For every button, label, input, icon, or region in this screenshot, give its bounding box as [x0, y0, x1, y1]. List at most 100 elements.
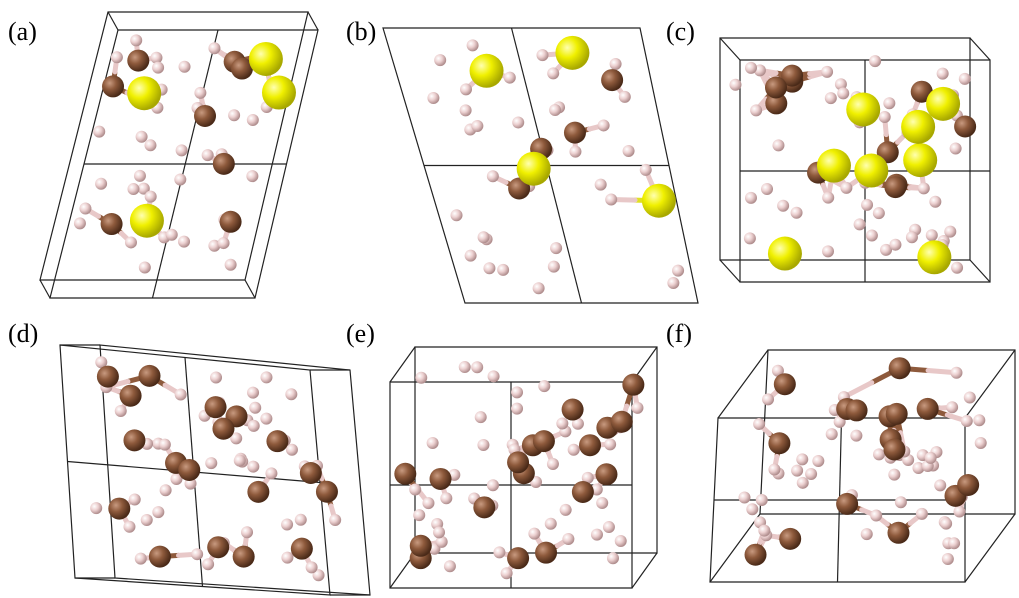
hydrogen-atom [427, 92, 439, 104]
hydrogen-atom [129, 494, 141, 506]
hydrogen-atom [950, 143, 962, 155]
hydrogen-atom [409, 483, 421, 495]
hydrogen-atom [160, 484, 172, 496]
hydrogen-atom [451, 209, 463, 221]
hydrogen-atom [598, 119, 610, 131]
hydrogen-atom [444, 560, 456, 572]
carbon-atom [601, 69, 623, 91]
hydrogen-atom [926, 229, 938, 241]
hydrogen-atom [329, 514, 341, 526]
hydrogen-atom [768, 463, 780, 475]
carbon-atom [774, 373, 796, 395]
hydrogen-atom [139, 261, 151, 273]
hydrogen-atom [228, 109, 240, 121]
hydrogen-atom [174, 173, 186, 185]
hydrogen-atom [460, 83, 472, 95]
hydrogen-atom [218, 237, 230, 249]
hydrogen-atom [822, 192, 834, 204]
structures [40, 12, 1015, 595]
hydrogen-atom [123, 521, 135, 533]
hydrogen-atom [604, 438, 616, 450]
hydrogen-atom [946, 401, 958, 413]
hydrogen-atom [825, 92, 837, 104]
carbon-atom [473, 496, 495, 518]
panel-label: (a) [8, 17, 37, 46]
hydrogen-atom [111, 51, 123, 63]
sulfur-atom [555, 36, 589, 70]
carbon-atom [123, 429, 145, 451]
sulfur-atom [642, 184, 676, 218]
hydrogen-atom [477, 439, 489, 451]
hydrogen-atom [79, 203, 91, 215]
hydrogen-atom [950, 367, 962, 379]
hydrogen-atom [973, 414, 985, 426]
hydrogen-atom [136, 131, 148, 143]
carbon-atom [507, 451, 529, 473]
carbon-atom [564, 122, 586, 144]
panel-label: (c) [666, 17, 695, 46]
carbon-atom [291, 538, 313, 560]
hydrogen-atom [953, 506, 965, 518]
hydrogen-atom [511, 403, 523, 415]
hydrogen-atom [772, 139, 784, 151]
carbon-atom [883, 439, 905, 461]
carbon-atom [846, 399, 868, 421]
hydrogen-atom [761, 183, 773, 195]
hydrogen-atom [916, 508, 928, 520]
sulfur-atom [854, 154, 888, 188]
hydrogen-atom [826, 428, 838, 440]
hydrogen-atom [888, 469, 900, 481]
cell-edge [108, 12, 118, 30]
hydrogen-atom [422, 497, 434, 509]
hydrogen-atom [568, 444, 580, 456]
hydrogen-atom [241, 526, 253, 538]
carbon-atom [233, 546, 255, 568]
hydrogen-atom [467, 39, 479, 51]
hydrogen-atom [260, 371, 272, 383]
hydrogen-atom [247, 387, 259, 399]
carbon-atom [316, 481, 338, 503]
hydrogen-atom [246, 170, 258, 182]
hydrogen-atom [861, 199, 873, 211]
hydrogen-atom [610, 58, 622, 70]
hydrogen-atom [975, 437, 987, 449]
hydrogen-atom [127, 183, 139, 195]
carbon-atom [779, 528, 801, 550]
cell-edge [718, 350, 768, 418]
carbon-atom [886, 403, 908, 425]
hydrogen-atom [738, 491, 750, 503]
hydrogen-atom [125, 236, 137, 248]
hydrogen-atom [202, 558, 214, 570]
carbon-atom [394, 463, 416, 485]
hydrogen-atom [90, 502, 102, 514]
hydrogen-atom [569, 146, 581, 158]
cell-edge [40, 280, 50, 298]
panel-label: (e) [346, 319, 375, 348]
hydrogen-atom [465, 250, 477, 262]
hydrogen-atom [562, 533, 574, 545]
sulfur-atom [917, 240, 951, 274]
hydrogen-atom [925, 452, 937, 464]
hydrogen-atom [753, 418, 765, 430]
hydrogen-atom [837, 87, 849, 99]
hydrogen-atom [497, 264, 509, 276]
cell-edge [632, 553, 657, 588]
hydrogen-atom [471, 361, 483, 373]
hydrogen-atom [961, 415, 973, 427]
hydrogen-atom [944, 226, 956, 238]
hydrogen-atom [822, 245, 834, 257]
hydrogen-atom [533, 282, 545, 294]
hydrogen-atom [152, 506, 164, 518]
hydrogen-atom [556, 417, 568, 429]
carbon-atom [535, 542, 557, 564]
cell-edge [965, 350, 1015, 418]
hydrogen-atom [548, 261, 560, 273]
hydrogen-atom [746, 503, 758, 515]
hydrogen-atom [475, 411, 487, 423]
hydrogen-atom [225, 259, 237, 271]
carbon-atom [887, 522, 909, 544]
sulfur-atom [903, 143, 937, 177]
sulfur-atom [926, 87, 960, 121]
sulfur-atom [768, 237, 802, 271]
carbon-atom [954, 115, 976, 137]
